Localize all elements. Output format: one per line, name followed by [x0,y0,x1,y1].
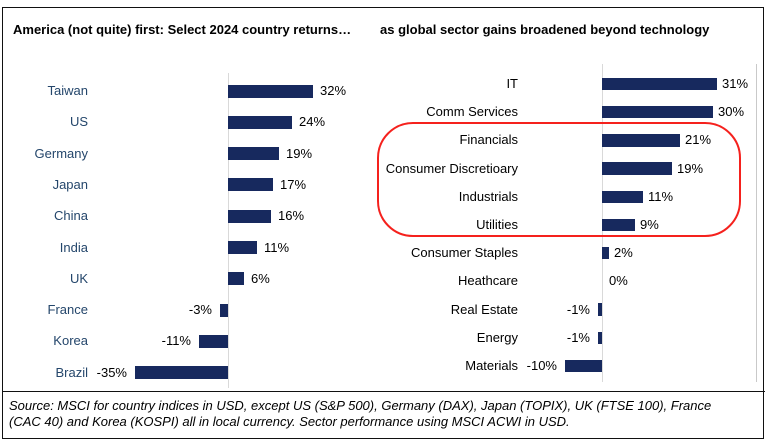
left-chart-title: America (not quite) first: Select 2024 c… [13,22,352,37]
right-chart-title: as global sector gains broadened beyond … [380,22,710,37]
source-note: Source: MSCI for country indices in USD,… [9,398,761,429]
divider-line [2,391,765,392]
source-line-2: (CAC 40) and Korea (KOSPI) all in local … [9,413,570,429]
source-line-1: Source: MSCI for country indices in USD,… [9,398,712,413]
chart-frame [2,7,764,439]
